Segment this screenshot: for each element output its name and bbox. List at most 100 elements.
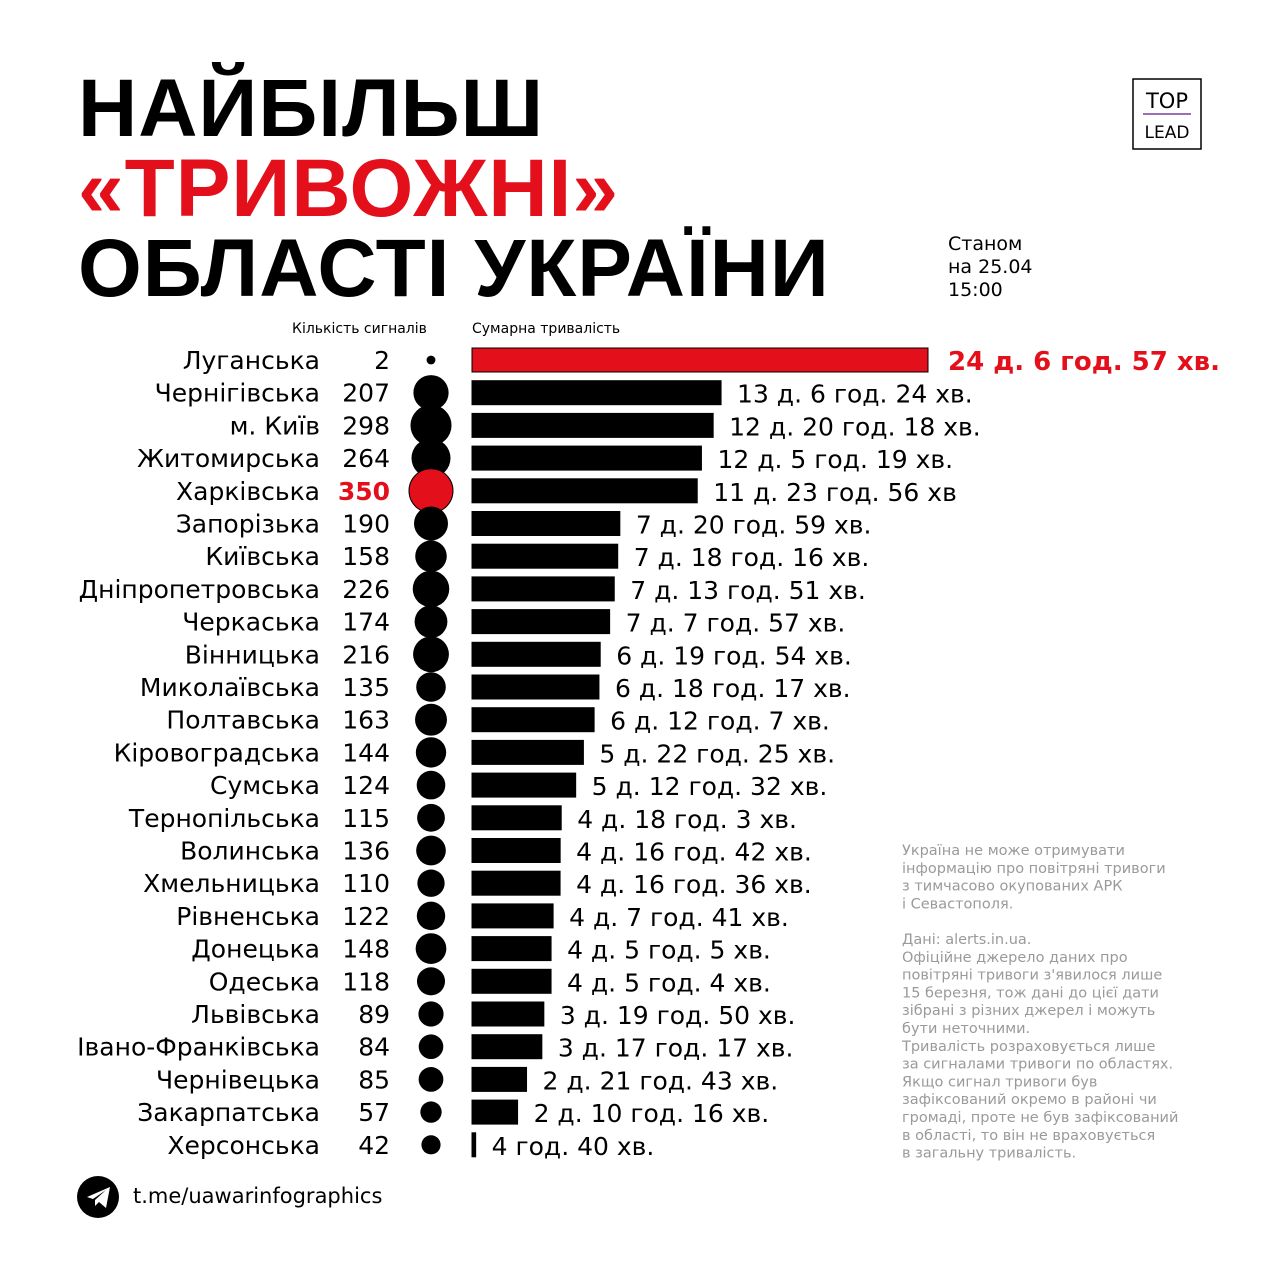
column-header: Кількість сигналів	[292, 321, 427, 337]
value-label: 12 д. 5 год. 19 хв.	[717, 445, 953, 474]
signal-count: 110	[342, 869, 390, 898]
value-label: 4 д. 16 год. 36 хв.	[576, 870, 812, 899]
bar	[471, 936, 552, 962]
signal-count: 163	[342, 706, 390, 735]
bar	[471, 1066, 528, 1092]
signal-dot	[416, 770, 446, 800]
value-label: 11 д. 23 год. 56 хв	[713, 478, 957, 507]
chart-title: ОБЛАСТІ УКРАЇНИ	[78, 223, 830, 314]
signal-count: 115	[342, 804, 390, 833]
region-label: Миколаївська	[140, 673, 320, 702]
signal-dot	[414, 605, 448, 638]
signal-dot	[414, 506, 448, 541]
subtitle: Станом	[948, 233, 1022, 255]
bar	[471, 1001, 545, 1027]
signal-count: 158	[342, 542, 390, 571]
note: Якщо сигнал тривоги був	[902, 1074, 1097, 1090]
value-label: 4 д. 5 год. 5 хв.	[567, 936, 771, 965]
signal-count: 118	[342, 967, 390, 996]
subtitle: 15:00	[948, 279, 1003, 301]
region-label: Волинська	[180, 837, 320, 866]
region-label: Черкаська	[182, 608, 320, 637]
region-label: Луганська	[183, 346, 320, 375]
signal-count: 84	[358, 1033, 390, 1062]
bar	[471, 805, 562, 831]
signal-dot	[411, 438, 451, 478]
signal-dot	[412, 570, 450, 608]
signal-dot	[413, 636, 449, 673]
signal-dot	[410, 404, 452, 446]
note: в області, то він не враховується	[902, 1128, 1155, 1144]
value-label: 4 д. 7 год. 41 хв.	[569, 903, 789, 932]
signal-count: 190	[342, 510, 390, 539]
note: в загальну тривалість.	[902, 1146, 1076, 1162]
region-label: Рівненська	[176, 902, 320, 931]
signal-dot	[413, 375, 449, 411]
signal-count: 144	[342, 738, 390, 767]
region-label: Кіровоградська	[114, 738, 320, 767]
value-label: 5 д. 12 год. 32 хв.	[592, 772, 828, 801]
signal-count: 122	[342, 902, 390, 931]
chart-title: «ТРИВОЖНІ»	[78, 143, 619, 234]
bar	[471, 968, 552, 994]
note: громаді, проте не був зафіксований	[902, 1110, 1178, 1126]
signal-count: 207	[342, 379, 390, 408]
region-label: Житомирська	[137, 444, 320, 473]
value-label: 2 д. 10 год. 16 хв.	[534, 1099, 770, 1128]
bar	[471, 445, 702, 471]
signal-count: 264	[342, 444, 390, 473]
value-label: 7 д. 13 год. 51 хв.	[630, 576, 866, 605]
signal-dot	[426, 355, 436, 365]
signal-dot	[417, 803, 445, 832]
value-label: 6 д. 18 год. 17 хв.	[615, 674, 851, 703]
signal-count: 2	[374, 346, 390, 375]
signal-count: 124	[342, 771, 390, 800]
region-label: Полтавська	[166, 706, 320, 735]
note: з тимчасово окупованих АРК	[902, 879, 1123, 895]
bar	[471, 576, 615, 602]
region-label: Запорізька	[176, 510, 320, 539]
signal-count: 174	[342, 608, 390, 637]
value-label: 4 д. 18 год. 3 хв.	[577, 805, 797, 834]
bar	[471, 870, 561, 896]
signal-count: 85	[358, 1065, 390, 1094]
bar	[471, 838, 561, 863]
bar	[471, 1034, 543, 1060]
region-label: Івано-Франківська	[77, 1033, 320, 1062]
column-header: Сумарна тривалість	[472, 321, 620, 337]
signal-dot	[418, 1034, 444, 1060]
signal-count: 136	[342, 837, 390, 866]
note: зафіксований окремо в районі чи	[902, 1092, 1157, 1108]
signal-dot	[418, 1067, 444, 1092]
note: 15 березня, тож дані до цієї дати	[902, 985, 1159, 1001]
region-label: Херсонська	[167, 1131, 320, 1160]
bar	[471, 478, 698, 504]
signal-count: 350	[338, 477, 390, 506]
logo-text: LEAD	[1145, 123, 1190, 143]
value-label: 4 д. 16 год. 42 хв.	[576, 838, 812, 867]
bar	[471, 347, 929, 373]
bar	[471, 380, 722, 406]
region-label: Одеська	[209, 967, 320, 996]
signal-dot	[415, 933, 447, 964]
region-label: м. Київ	[230, 411, 320, 440]
signal-dot	[416, 901, 446, 931]
value-label: 13 д. 6 год. 24 хв.	[737, 380, 973, 409]
note: бути неточними.	[902, 1021, 1030, 1037]
region-label: Закарпатська	[137, 1098, 320, 1127]
telegram-icon	[77, 1176, 119, 1218]
signal-count: 226	[342, 575, 390, 604]
signal-dot	[421, 1135, 441, 1155]
signal-dot	[417, 869, 445, 897]
signal-dot	[408, 468, 454, 514]
signal-count: 57	[358, 1098, 390, 1127]
footer-link[interactable]: t.me/uawarinfographics	[133, 1184, 382, 1208]
value-label: 6 д. 19 год. 54 хв.	[616, 641, 852, 670]
signal-dot	[420, 1101, 442, 1123]
value-label: 4 год. 40 хв.	[492, 1132, 655, 1161]
bar	[471, 609, 611, 635]
value-label: 2 д. 21 год. 43 хв.	[543, 1066, 779, 1095]
value-label: 4 д. 5 год. 4 хв.	[567, 968, 771, 997]
